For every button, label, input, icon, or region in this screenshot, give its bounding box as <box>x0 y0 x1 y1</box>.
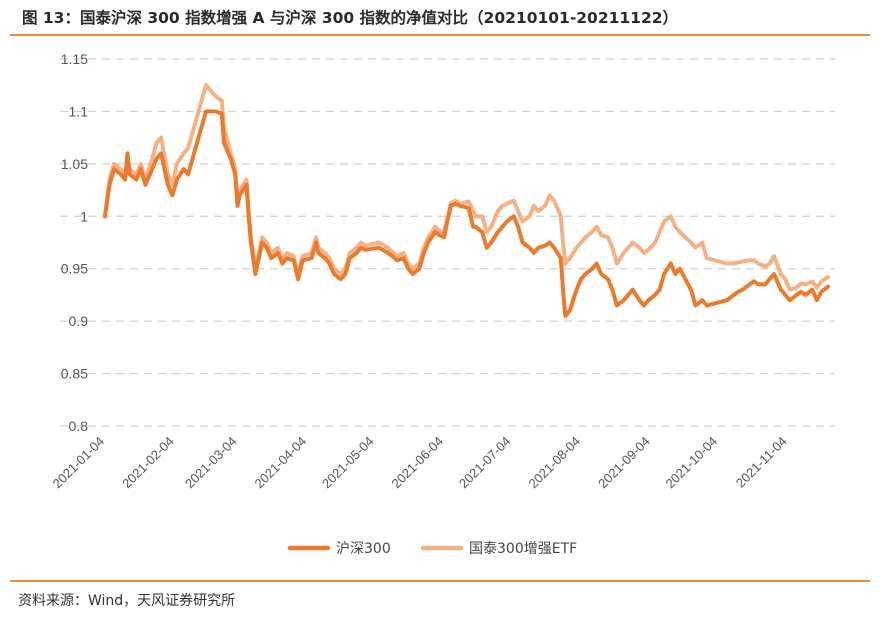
x-tick-label: 2021-07-04 <box>456 434 514 492</box>
x-axis-ticks: 2021-01-04 2021-02-04 2021-03-04 2021-04-04… <box>49 434 789 492</box>
y-tick-label: 1.15 <box>61 51 88 67</box>
series-lines <box>103 83 830 318</box>
y-tick-label: 1.05 <box>61 156 88 172</box>
legend-item-hs300-label: 沪深300 <box>336 541 391 557</box>
x-tick-label: 2021-08-04 <box>526 434 584 492</box>
x-tick-label: 2021-04-04 <box>252 434 310 492</box>
y-tick-label: 1 <box>80 208 88 224</box>
gridlines <box>60 58 835 427</box>
x-tick-label: 2021-01-04 <box>49 434 107 492</box>
chart-title: 图 13：国泰沪深 300 指数增强 A 与沪深 300 指数的净值对比（202… <box>22 9 679 27</box>
series-line-hs300 <box>103 109 830 318</box>
x-tick-label: 2021-10-04 <box>662 434 720 492</box>
legend: 沪深300 国泰300增强ETF <box>287 541 577 557</box>
x-tick-label: 2021-02-04 <box>119 434 177 492</box>
top-divider <box>10 34 870 36</box>
x-tick-label: 2021-11-04 <box>733 434 790 491</box>
x-tick-label: 2021-09-04 <box>595 434 653 492</box>
y-tick-label: 0.8 <box>69 418 89 434</box>
y-axis-ticks: 1.15 1.1 1.05 1 0.95 0.9 0.85 0.8 <box>61 51 88 434</box>
y-tick-label: 1.1 <box>69 103 89 119</box>
x-tick-label: 2021-05-04 <box>319 434 377 492</box>
y-tick-label: 0.85 <box>61 366 88 382</box>
y-tick-label: 0.95 <box>61 261 88 277</box>
x-tick-label: 2021-06-04 <box>389 434 447 492</box>
source-note: 资料来源：Wind，天风证券研究所 <box>18 593 236 609</box>
y-tick-label: 0.9 <box>69 313 89 329</box>
bottom-divider <box>10 580 870 582</box>
series-line-guotai-etf <box>103 83 830 292</box>
legend-item-guotai-etf-label: 国泰300增强ETF <box>469 541 577 557</box>
x-tick-label: 2021-03-04 <box>182 434 240 492</box>
